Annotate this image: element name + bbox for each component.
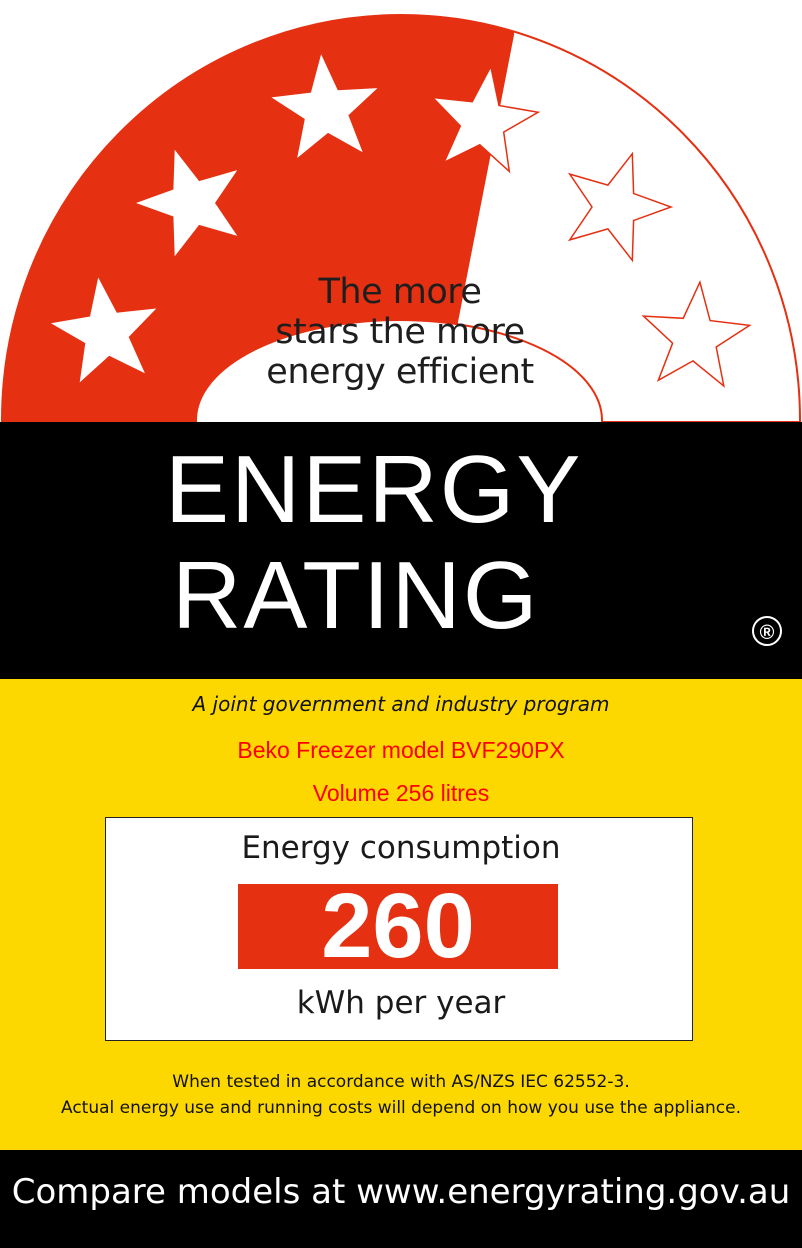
usage-note: Actual energy use and running costs will… (60, 1098, 741, 1118)
title-rating: RATING (172, 542, 540, 649)
star-filled-icon (50, 277, 157, 383)
footer-band (0, 1150, 802, 1248)
star-empty-icon (567, 151, 674, 263)
title-energy: ENERGY (165, 436, 583, 543)
star-half-icon (430, 64, 541, 174)
consumption-unit: kWh per year (296, 985, 506, 1021)
tagline-line: energy efficient (266, 352, 534, 392)
test-standard-note: When tested in accordance with AS/NZS IE… (172, 1072, 630, 1092)
registered-mark: ® (752, 616, 782, 646)
star-rating-arc (1, 14, 801, 424)
consumption-value: 260 (238, 880, 558, 972)
star-empty-icon (641, 279, 752, 388)
product-model: Beko Freezer model BVF290PX (237, 737, 565, 763)
star-filled-icon (271, 54, 378, 159)
product-volume: Volume 256 litres (312, 780, 490, 806)
tagline-line: stars the more (275, 312, 525, 352)
consumption-label: Energy consumption (241, 830, 561, 866)
compare-models-text: Compare models at www.energyrating.gov.a… (11, 1172, 791, 1212)
program-text: A joint government and industry program (192, 692, 610, 716)
star-filled-icon (136, 149, 238, 257)
title-band (0, 422, 802, 679)
tagline: The more stars the more energy efficient (230, 272, 570, 392)
tagline-line: The more (318, 272, 482, 312)
